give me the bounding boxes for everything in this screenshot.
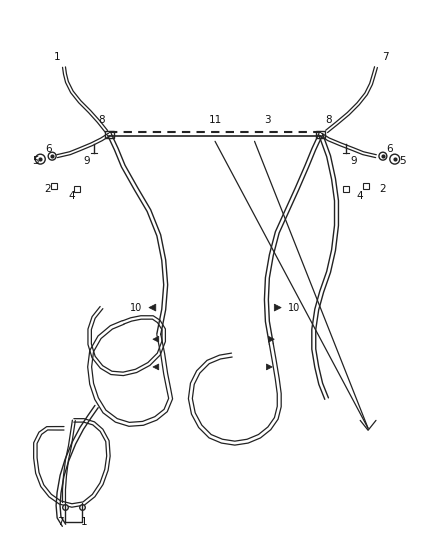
Text: 4: 4 (69, 191, 75, 201)
Polygon shape (266, 364, 272, 370)
Text: 5: 5 (32, 156, 39, 166)
Text: 4: 4 (357, 191, 364, 201)
Text: 10: 10 (288, 303, 300, 312)
Text: 2: 2 (44, 184, 50, 194)
Polygon shape (149, 304, 156, 311)
Text: 11: 11 (208, 115, 222, 125)
Text: 6: 6 (45, 144, 52, 154)
Polygon shape (153, 364, 159, 370)
Text: 6: 6 (386, 144, 393, 154)
Polygon shape (274, 304, 281, 311)
Polygon shape (268, 336, 274, 342)
Bar (316, 131, 325, 138)
Text: 10: 10 (130, 303, 142, 312)
Text: 8: 8 (98, 115, 105, 125)
Text: 1: 1 (54, 52, 60, 62)
Text: 9: 9 (83, 156, 90, 166)
Text: 5: 5 (399, 156, 406, 166)
Text: 7: 7 (57, 518, 64, 527)
Polygon shape (153, 336, 159, 342)
Text: 7: 7 (382, 52, 389, 62)
Text: 2: 2 (380, 184, 386, 194)
Text: 3: 3 (264, 115, 271, 125)
Bar (105, 131, 114, 138)
Text: 8: 8 (325, 115, 332, 125)
Text: 1: 1 (81, 518, 87, 527)
Text: 9: 9 (350, 156, 357, 166)
